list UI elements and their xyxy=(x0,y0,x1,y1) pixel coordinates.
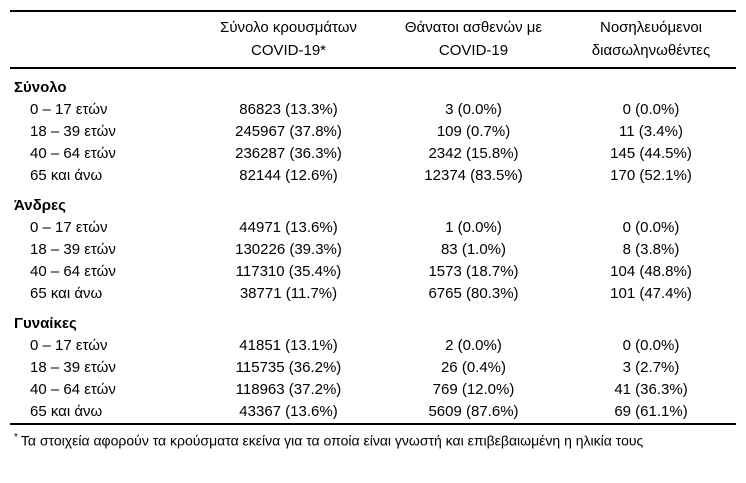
footnote-text: Τα στοιχεία αφορούν τα κρούσματα εκείνα … xyxy=(20,432,644,449)
intubated-header-line1: Νοσηλευόμενοι xyxy=(599,19,702,36)
deaths-cell: 2342 (15.8%) xyxy=(428,145,519,162)
intubated-cell: 41 (36.3%) xyxy=(614,381,688,398)
table-footnote: * Τα στοιχεία αφορούν τα κρούσματα εκείνα… xyxy=(14,429,736,450)
section-header-row-men: Άνδρες xyxy=(10,187,736,217)
intubated-cell: 0 (0.0%) xyxy=(622,337,680,354)
header-row: Σύνολο κρουσμάτων COVID-19* Θάνατοι ασθε… xyxy=(10,11,736,69)
intubated-cell: 3 (2.7%) xyxy=(622,359,680,376)
section-label: Σύνολο xyxy=(14,79,67,96)
table-row: 0 – 17 ετών 44971 (13.6%) 1 (0.0%) 0 (0.… xyxy=(10,217,736,239)
intubated-cell: 0 (0.0%) xyxy=(622,101,680,118)
cases-cell: 236287 (36.3%) xyxy=(235,145,342,162)
cases-column-header: Σύνολο κρουσμάτων COVID-19* xyxy=(196,11,381,69)
deaths-cell: 1573 (18.7%) xyxy=(428,263,519,280)
table-row: 40 – 64 ετών 118963 (37.2%) 769 (12.0%) … xyxy=(10,379,736,401)
age-label-cell: 0 – 17 ετών xyxy=(30,219,108,236)
intubated-cell: 101 (47.4%) xyxy=(610,285,692,302)
covid-age-table-wrapper: Σύνολο κρουσμάτων COVID-19* Θάνατοι ασθε… xyxy=(10,10,736,450)
deaths-cell: 5609 (87.6%) xyxy=(428,403,519,420)
age-label-cell: 40 – 64 ετών xyxy=(30,263,116,280)
table-row: 65 και άνω 38771 (11.7%) 6765 (80.3%) 10… xyxy=(10,283,736,305)
age-label-cell: 65 και άνω xyxy=(30,403,103,420)
intubated-cell: 69 (61.1%) xyxy=(614,403,688,420)
section-label: Γυναίκες xyxy=(14,315,77,332)
age-label-cell: 40 – 64 ετών xyxy=(30,381,116,398)
cases-cell: 41851 (13.1%) xyxy=(239,337,338,354)
deaths-cell: 12374 (83.5%) xyxy=(424,167,523,184)
covid-age-table: Σύνολο κρουσμάτων COVID-19* Θάνατοι ασθε… xyxy=(10,10,736,425)
table-row: 65 και άνω 82144 (12.6%) 12374 (83.5%) 1… xyxy=(10,165,736,187)
deaths-header-line1: Θάνατοι ασθενών με xyxy=(404,19,543,36)
cases-cell: 117310 (35.4%) xyxy=(235,263,342,280)
age-label-cell: 0 – 17 ετών xyxy=(30,101,108,118)
table-row: 18 – 39 ετών 130226 (39.3%) 83 (1.0%) 8 … xyxy=(10,239,736,261)
cases-header-line1: Σύνολο κρουσμάτων xyxy=(220,19,357,36)
table-body: Σύνολο 0 – 17 ετών 86823 (13.3%) 3 (0.0%… xyxy=(10,68,736,424)
age-label-cell: 65 και άνω xyxy=(30,285,103,302)
cases-header-line2: COVID-19* xyxy=(250,42,327,59)
cases-cell: 115735 (36.2%) xyxy=(235,359,342,376)
age-label-cell: 0 – 17 ετών xyxy=(30,337,108,354)
table-row: 0 – 17 ετών 41851 (13.1%) 2 (0.0%) 0 (0.… xyxy=(10,335,736,357)
table-row: 0 – 17 ετών 86823 (13.3%) 3 (0.0%) 0 (0.… xyxy=(10,99,736,121)
deaths-cell: 2 (0.0%) xyxy=(445,337,502,354)
section-label: Άνδρες xyxy=(14,197,66,214)
intubated-cell: 0 (0.0%) xyxy=(622,219,680,236)
table-row: 65 και άνω 43367 (13.6%) 5609 (87.6%) 69… xyxy=(10,401,736,424)
age-label-cell: 18 – 39 ετών xyxy=(30,359,116,376)
deaths-cell: 6765 (80.3%) xyxy=(428,285,519,302)
intubated-column-header: Νοσηλευόμενοι διασωληνωθέντες xyxy=(566,11,736,69)
footnote-asterisk: * xyxy=(14,432,18,443)
intubated-header-line2: διασωληνωθέντες xyxy=(591,42,711,59)
deaths-header-line2: COVID-19 xyxy=(438,42,509,59)
age-label-cell: 40 – 64 ετών xyxy=(30,145,116,162)
age-label-cell: 18 – 39 ετών xyxy=(30,241,116,258)
deaths-cell: 1 (0.0%) xyxy=(445,219,502,236)
cases-cell: 44971 (13.6%) xyxy=(239,219,338,236)
deaths-cell: 83 (1.0%) xyxy=(440,241,507,258)
intubated-cell: 104 (48.8%) xyxy=(610,263,692,280)
cases-cell: 38771 (11.7%) xyxy=(239,285,338,302)
deaths-column-header: Θάνατοι ασθενών με COVID-19 xyxy=(381,11,566,69)
cases-cell: 82144 (12.6%) xyxy=(239,167,338,184)
deaths-cell: 3 (0.0%) xyxy=(445,101,502,118)
deaths-cell: 26 (0.4%) xyxy=(440,359,507,376)
table-row: 18 – 39 ετών 115735 (36.2%) 26 (0.4%) 3 … xyxy=(10,357,736,379)
cases-cell: 118963 (37.2%) xyxy=(235,381,342,398)
cases-cell: 245967 (37.8%) xyxy=(235,123,342,140)
cases-cell: 130226 (39.3%) xyxy=(235,241,342,258)
table-header: Σύνολο κρουσμάτων COVID-19* Θάνατοι ασθε… xyxy=(10,11,736,69)
table-row: 40 – 64 ετών 236287 (36.3%) 2342 (15.8%)… xyxy=(10,143,736,165)
age-label-cell: 18 – 39 ετών xyxy=(30,123,116,140)
deaths-cell: 769 (12.0%) xyxy=(432,381,515,398)
intubated-cell: 170 (52.1%) xyxy=(610,167,692,184)
intubated-cell: 145 (44.5%) xyxy=(610,145,692,162)
empty-header-cell xyxy=(10,11,196,69)
section-header-row-total: Σύνολο xyxy=(10,68,736,99)
age-label-cell: 65 και άνω xyxy=(30,167,103,184)
deaths-cell: 109 (0.7%) xyxy=(436,123,511,140)
cases-cell: 43367 (13.6%) xyxy=(239,403,338,420)
table-row: 18 – 39 ετών 245967 (37.8%) 109 (0.7%) 1… xyxy=(10,121,736,143)
table-row: 40 – 64 ετών 117310 (35.4%) 1573 (18.7%)… xyxy=(10,261,736,283)
intubated-cell: 8 (3.8%) xyxy=(622,241,680,258)
cases-cell: 86823 (13.3%) xyxy=(239,101,338,118)
section-header-row-women: Γυναίκες xyxy=(10,305,736,335)
intubated-cell: 11 (3.4%) xyxy=(619,123,683,140)
